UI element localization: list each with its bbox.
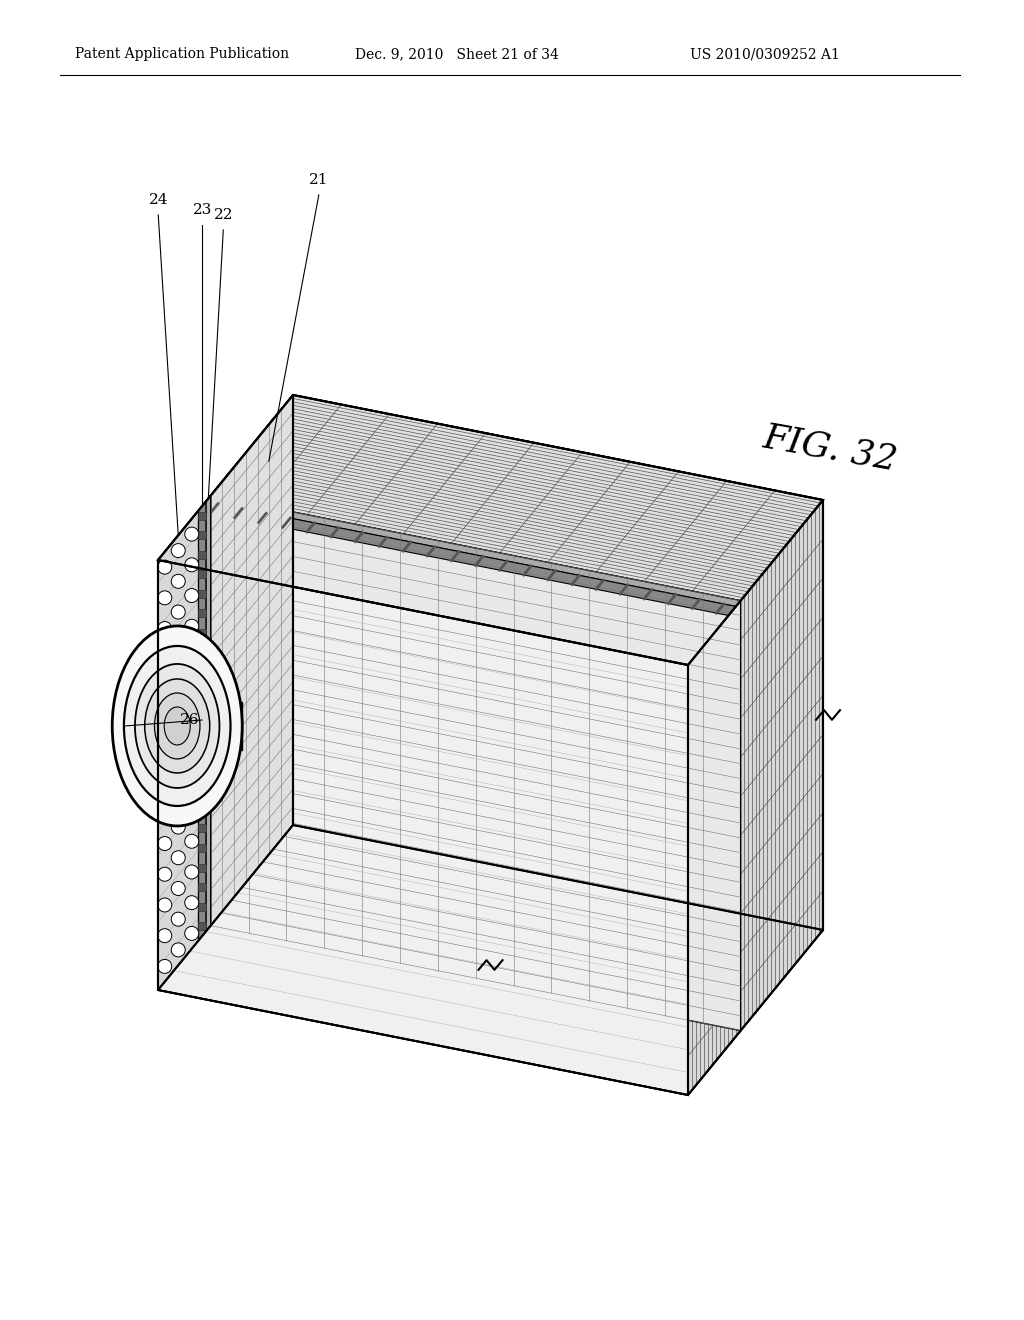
Ellipse shape [135,664,219,788]
Polygon shape [199,648,206,656]
Text: 21: 21 [309,173,329,187]
Polygon shape [211,702,243,750]
Ellipse shape [113,626,243,826]
Polygon shape [211,495,740,1031]
Circle shape [171,789,185,804]
Polygon shape [158,560,688,1096]
Polygon shape [199,502,736,615]
Circle shape [171,605,185,619]
Polygon shape [199,708,206,715]
Polygon shape [199,610,206,618]
Circle shape [184,927,199,940]
Text: Dec. 9, 2010   Sheet 21 of 34: Dec. 9, 2010 Sheet 21 of 34 [355,48,559,61]
Circle shape [184,711,199,726]
Circle shape [171,942,185,957]
Polygon shape [199,766,206,774]
Ellipse shape [164,708,190,744]
Circle shape [158,591,172,605]
Text: 24: 24 [148,193,168,207]
Circle shape [184,865,199,879]
Circle shape [184,834,199,849]
Ellipse shape [155,693,200,759]
Polygon shape [211,395,823,601]
Text: US 2010/0309252 A1: US 2010/0309252 A1 [690,48,840,61]
Circle shape [158,837,172,850]
Polygon shape [199,502,206,940]
Polygon shape [199,688,206,696]
Polygon shape [199,570,206,578]
Ellipse shape [124,645,230,807]
Circle shape [158,898,172,912]
Circle shape [158,682,172,697]
Polygon shape [199,550,206,558]
Ellipse shape [144,678,210,774]
Text: 22: 22 [214,209,233,222]
Circle shape [158,929,172,942]
Circle shape [184,649,199,664]
Circle shape [171,544,185,557]
Circle shape [171,820,185,834]
Circle shape [158,805,172,820]
Polygon shape [199,903,206,911]
Polygon shape [199,531,206,540]
Circle shape [184,896,199,909]
Polygon shape [199,668,206,676]
Circle shape [171,667,185,681]
Polygon shape [158,395,823,665]
Circle shape [171,759,185,772]
Circle shape [158,960,172,973]
Circle shape [158,714,172,727]
Circle shape [184,742,199,756]
Polygon shape [199,630,206,638]
Text: Patent Application Publication: Patent Application Publication [75,48,289,61]
Circle shape [171,851,185,865]
Circle shape [158,560,172,574]
Polygon shape [199,805,206,813]
Polygon shape [199,825,206,833]
Text: FIG. 32: FIG. 32 [760,420,900,477]
Polygon shape [688,500,823,1096]
Polygon shape [199,590,206,598]
Circle shape [171,727,185,742]
Polygon shape [293,395,823,931]
Polygon shape [199,727,206,735]
Polygon shape [199,863,206,871]
Polygon shape [206,495,740,606]
Circle shape [184,558,199,572]
Polygon shape [199,883,206,891]
Circle shape [158,744,172,759]
Circle shape [184,772,199,787]
Circle shape [158,652,172,667]
Text: 26: 26 [180,713,200,727]
Polygon shape [199,785,206,793]
Polygon shape [199,923,206,931]
Polygon shape [206,495,211,932]
Text: 23: 23 [193,203,212,216]
Polygon shape [158,511,199,990]
Polygon shape [199,843,206,851]
Circle shape [184,619,199,634]
Circle shape [171,697,185,711]
Polygon shape [158,511,728,665]
Circle shape [171,882,185,895]
Circle shape [158,867,172,882]
Circle shape [171,636,185,649]
Circle shape [158,775,172,789]
Circle shape [171,912,185,927]
Polygon shape [211,395,293,925]
Circle shape [184,589,199,602]
Circle shape [184,681,199,694]
Circle shape [158,622,172,635]
Polygon shape [199,746,206,754]
Circle shape [184,527,199,541]
Circle shape [171,574,185,589]
Circle shape [184,804,199,817]
Polygon shape [199,512,206,520]
